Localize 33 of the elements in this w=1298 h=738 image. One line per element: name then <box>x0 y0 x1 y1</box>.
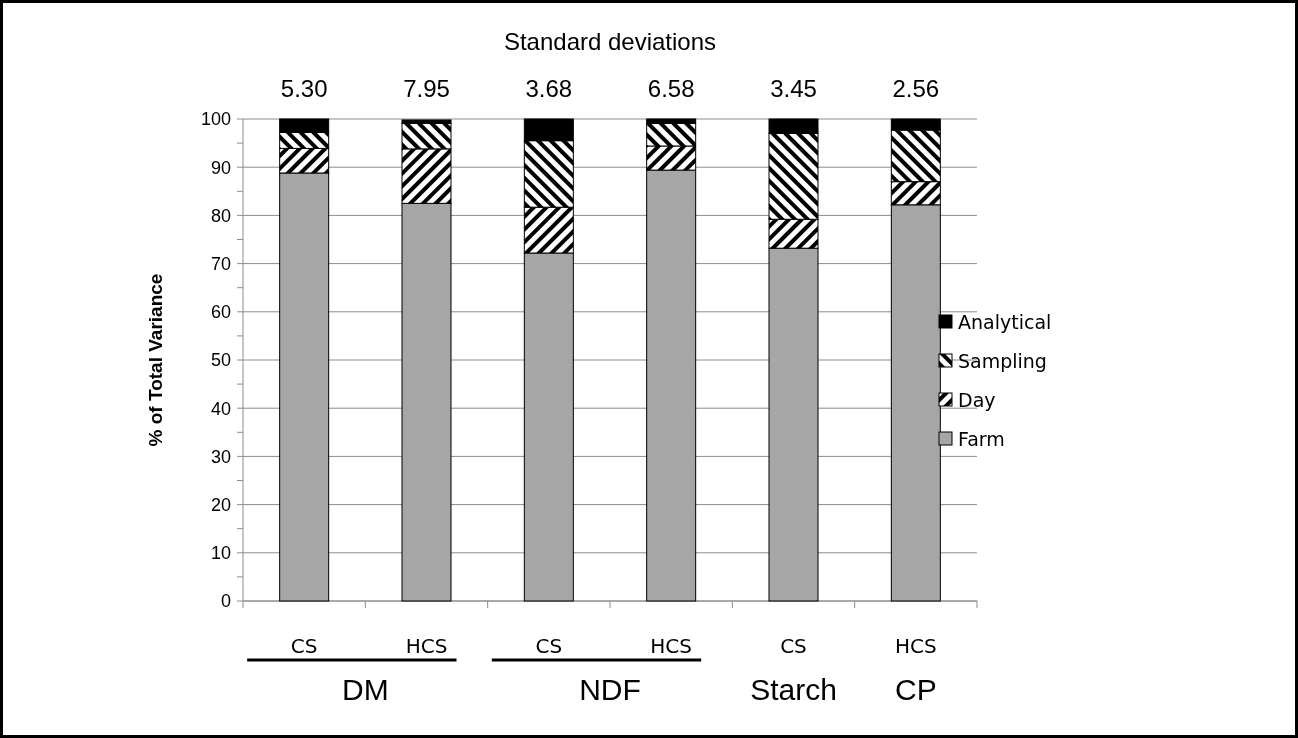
x-tick-label: HCS <box>894 634 937 658</box>
legend-label: Day <box>958 388 996 411</box>
y-tick-label: 0 <box>220 591 231 612</box>
text: CP <box>894 673 937 706</box>
y-tick-label: 70 <box>210 253 231 274</box>
x-tick-label: CS <box>535 634 563 658</box>
y-tick-label: 20 <box>210 494 231 515</box>
y-tick-label: 80 <box>210 205 231 226</box>
text: 5.30 <box>280 75 328 102</box>
y-tick-label: 90 <box>210 157 231 178</box>
x-tick-label: HCS <box>405 634 448 658</box>
y-tick-label: 50 <box>210 350 231 371</box>
legend-label: Farm <box>958 427 1005 450</box>
x-tick-label: CS <box>290 634 318 658</box>
text: 2.56 <box>892 75 940 102</box>
legend-label: Sampling <box>958 349 1047 372</box>
text: Standard deviations <box>503 28 717 55</box>
text: Starch <box>750 673 837 706</box>
y-tick-label: 40 <box>210 398 231 419</box>
y-tick-label: 10 <box>210 543 231 564</box>
text: 3.68 <box>525 75 573 102</box>
text: 7.95 <box>403 75 450 102</box>
x-tick-label: CS <box>780 634 807 658</box>
y-axis-title: % of Total Variance <box>145 273 166 447</box>
text: DM <box>342 673 389 706</box>
legend-label: Analytical <box>958 310 1052 333</box>
x-tick-label: HCS <box>650 634 693 658</box>
text: 6.58 <box>647 75 695 102</box>
y-tick-label: 100 <box>200 109 231 130</box>
y-tick-label: 30 <box>210 446 231 467</box>
text: NDF <box>579 673 641 706</box>
y-tick-label: 60 <box>210 302 231 323</box>
text: 3.45 <box>770 75 817 102</box>
